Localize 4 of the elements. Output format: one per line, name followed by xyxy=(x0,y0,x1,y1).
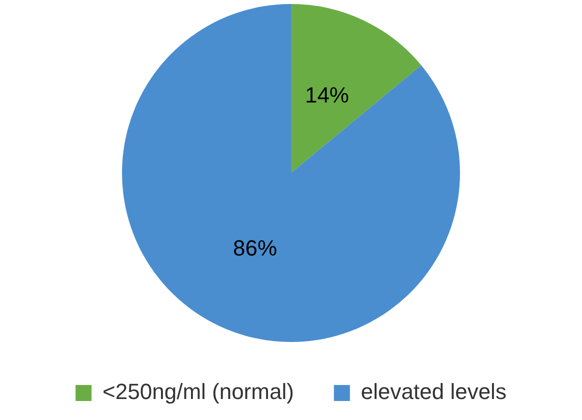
data-label: 14% xyxy=(304,82,349,108)
legend-label: <250ng/ml (normal) xyxy=(102,379,294,404)
data-label: 86% xyxy=(233,236,278,261)
legend-label: elevated levels xyxy=(360,379,506,404)
